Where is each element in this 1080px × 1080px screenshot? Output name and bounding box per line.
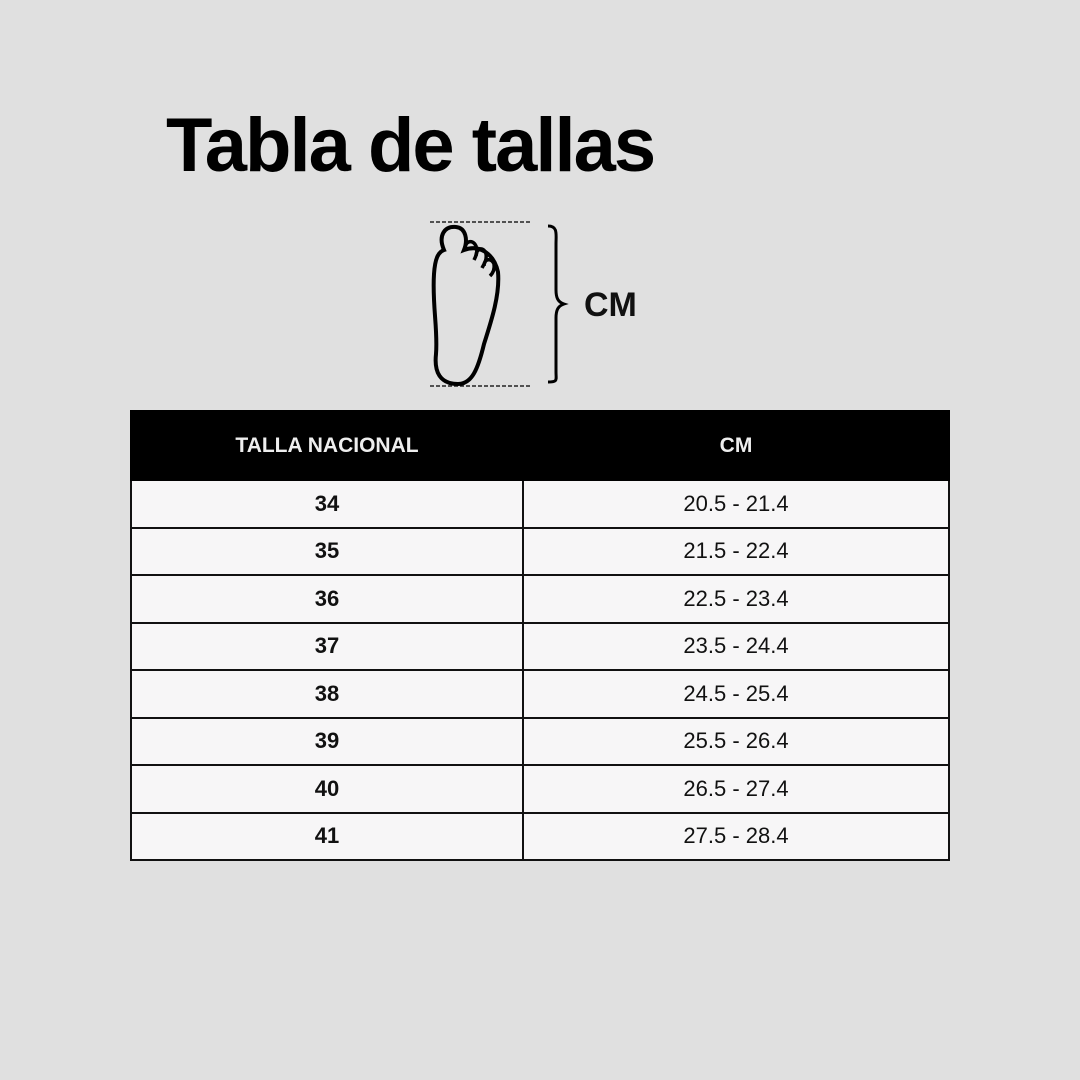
table-row: 35 21.5 - 22.4 <box>130 526 950 576</box>
table-row: 36 22.5 - 23.4 <box>130 574 950 624</box>
cm-cell: 27.5 - 28.4 <box>522 811 950 861</box>
header-cm: CM <box>522 410 950 481</box>
foot-icon <box>430 221 569 387</box>
table-row: 34 20.5 - 21.4 <box>130 479 950 529</box>
size-cell: 36 <box>130 574 524 624</box>
cm-cell: 24.5 - 25.4 <box>522 669 950 719</box>
size-table: TALLA NACIONAL CM 34 20.5 - 21.4 35 21.5 - … <box>130 410 950 861</box>
table-row: 40 26.5 - 27.4 <box>130 764 950 814</box>
header-size: TALLA NACIONAL <box>130 410 524 481</box>
size-cell: 35 <box>130 526 524 576</box>
cm-cell: 23.5 - 24.4 <box>522 621 950 671</box>
table-row: 41 27.5 - 28.4 <box>130 811 950 861</box>
size-cell: 34 <box>130 479 524 529</box>
cm-cell: 25.5 - 26.4 <box>522 716 950 766</box>
size-cell: 40 <box>130 764 524 814</box>
table-header-row: TALLA NACIONAL CM <box>130 410 950 481</box>
measure-label: CM <box>584 286 637 324</box>
cm-cell: 22.5 - 23.4 <box>522 574 950 624</box>
size-cell: 41 <box>130 811 524 861</box>
size-cell: 38 <box>130 669 524 719</box>
table-row: 37 23.5 - 24.4 <box>130 621 950 671</box>
page-title: Tabla de tallas <box>166 103 656 188</box>
cm-cell: 20.5 - 21.4 <box>522 479 950 529</box>
table-row: 38 24.5 - 25.4 <box>130 669 950 719</box>
cm-cell: 21.5 - 22.4 <box>522 526 950 576</box>
cm-cell: 26.5 - 27.4 <box>522 764 950 814</box>
size-cell: 39 <box>130 716 524 766</box>
table-row: 39 25.5 - 26.4 <box>130 716 950 766</box>
size-cell: 37 <box>130 621 524 671</box>
